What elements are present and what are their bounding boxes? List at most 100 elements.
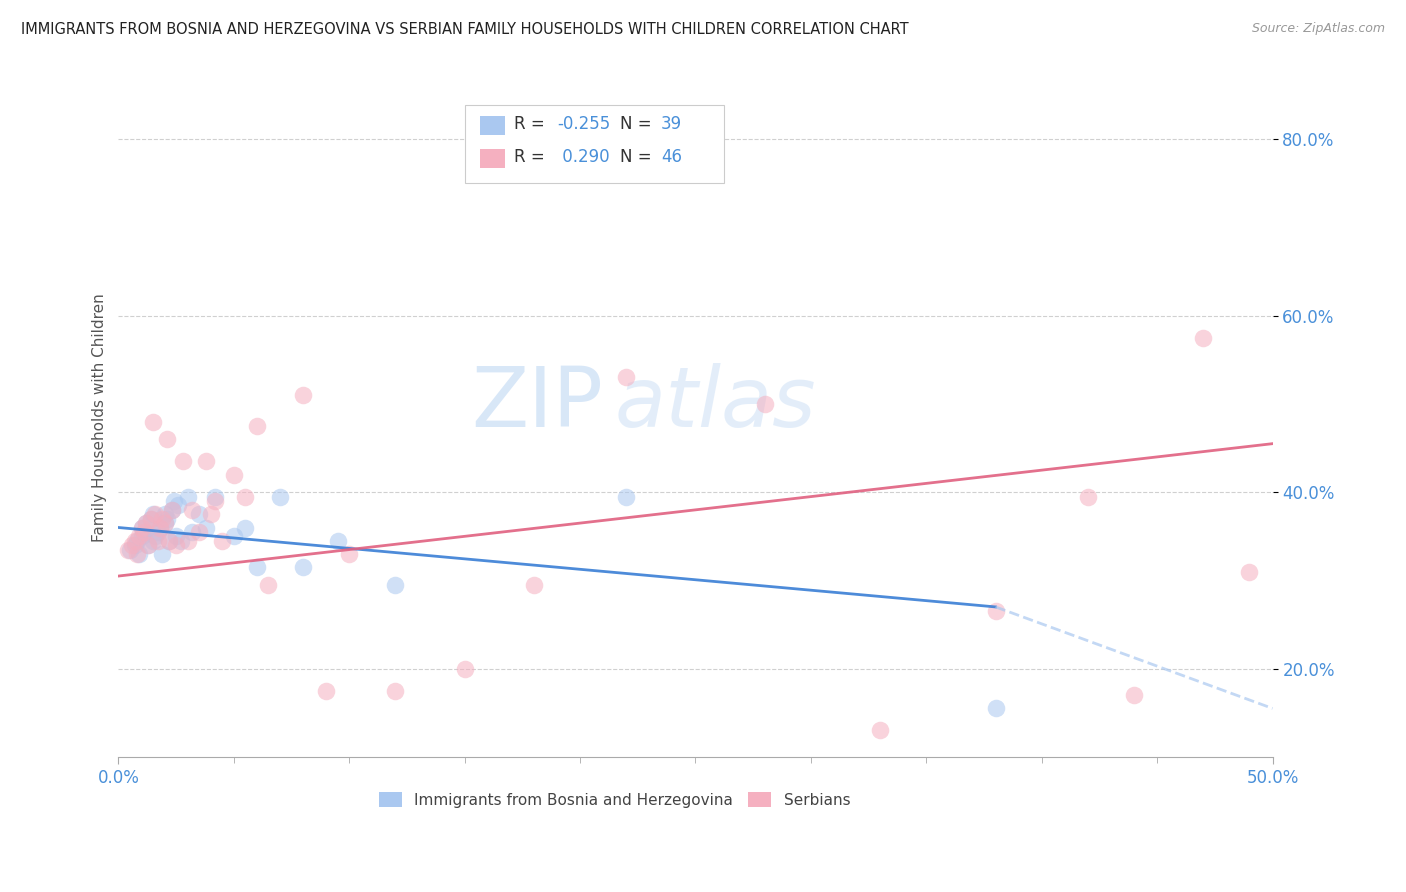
- Legend: Immigrants from Bosnia and Herzegovina, Serbians: Immigrants from Bosnia and Herzegovina, …: [373, 786, 856, 814]
- Point: [153, 516, 176, 530]
- Point: [181, 503, 204, 517]
- Point: [1239, 565, 1261, 579]
- Text: atlas: atlas: [614, 363, 817, 444]
- FancyBboxPatch shape: [479, 149, 505, 168]
- Point: [195, 454, 218, 468]
- Point: [188, 524, 211, 539]
- Text: R =: R =: [515, 148, 550, 166]
- Point: [246, 419, 269, 434]
- Text: 46: 46: [661, 148, 682, 166]
- Point: [118, 542, 141, 557]
- Point: [139, 511, 162, 525]
- Point: [754, 397, 776, 411]
- Point: [160, 503, 183, 517]
- Point: [153, 508, 176, 522]
- Point: [128, 529, 150, 543]
- Point: [165, 529, 187, 543]
- Point: [145, 508, 167, 522]
- Point: [176, 533, 198, 548]
- Point: [384, 683, 406, 698]
- Point: [176, 490, 198, 504]
- Point: [211, 533, 233, 548]
- Point: [222, 467, 245, 482]
- Text: N =: N =: [620, 148, 658, 166]
- Point: [181, 524, 204, 539]
- Point: [142, 415, 165, 429]
- Point: [246, 560, 269, 574]
- Point: [1077, 490, 1099, 504]
- Point: [172, 454, 194, 468]
- Point: [117, 542, 139, 557]
- Point: [156, 432, 179, 446]
- Point: [124, 538, 146, 552]
- Point: [165, 538, 187, 552]
- Text: -0.255: -0.255: [557, 115, 610, 133]
- Point: [121, 538, 143, 552]
- Y-axis label: Family Households with Children: Family Households with Children: [93, 293, 107, 541]
- FancyBboxPatch shape: [464, 104, 724, 183]
- Text: Source: ZipAtlas.com: Source: ZipAtlas.com: [1251, 22, 1385, 36]
- Point: [167, 499, 190, 513]
- Text: ZIP: ZIP: [471, 363, 603, 444]
- Point: [139, 511, 162, 525]
- Point: [160, 503, 183, 517]
- Point: [337, 547, 360, 561]
- Point: [146, 533, 169, 548]
- Point: [204, 494, 226, 508]
- Text: 39: 39: [661, 115, 682, 133]
- Point: [138, 538, 160, 552]
- Point: [149, 520, 172, 534]
- Point: [292, 560, 315, 574]
- Point: [149, 520, 172, 534]
- Point: [195, 520, 218, 534]
- Point: [315, 683, 337, 698]
- Point: [146, 524, 169, 539]
- Point: [156, 511, 179, 525]
- Point: [384, 578, 406, 592]
- Point: [170, 533, 193, 548]
- Point: [1123, 688, 1146, 702]
- Point: [157, 533, 180, 548]
- Point: [163, 494, 186, 508]
- Point: [235, 520, 257, 534]
- Point: [145, 529, 167, 543]
- Point: [269, 490, 291, 504]
- Point: [128, 547, 150, 561]
- Point: [153, 516, 176, 530]
- Point: [138, 538, 160, 552]
- Point: [131, 520, 153, 534]
- Point: [453, 662, 475, 676]
- Point: [142, 508, 165, 522]
- Point: [132, 524, 155, 539]
- Point: [157, 533, 180, 548]
- Point: [131, 520, 153, 534]
- Point: [292, 388, 315, 402]
- Point: [614, 370, 637, 384]
- Point: [125, 547, 148, 561]
- Point: [984, 701, 1007, 715]
- Point: [257, 578, 280, 592]
- Point: [222, 529, 245, 543]
- Point: [326, 533, 349, 548]
- Point: [150, 511, 173, 525]
- Point: [131, 529, 153, 543]
- Point: [124, 533, 146, 548]
- Point: [142, 533, 165, 548]
- Point: [614, 490, 637, 504]
- Point: [200, 508, 222, 522]
- Text: IMMIGRANTS FROM BOSNIA AND HERZEGOVINA VS SERBIAN FAMILY HOUSEHOLDS WITH CHILDRE: IMMIGRANTS FROM BOSNIA AND HERZEGOVINA V…: [21, 22, 908, 37]
- Point: [150, 547, 173, 561]
- Point: [132, 524, 155, 539]
- Text: R =: R =: [515, 115, 550, 133]
- Point: [188, 508, 211, 522]
- Point: [1192, 331, 1215, 345]
- FancyBboxPatch shape: [479, 116, 505, 136]
- Point: [135, 516, 157, 530]
- Point: [125, 533, 148, 548]
- Text: 0.290: 0.290: [557, 148, 610, 166]
- Point: [135, 516, 157, 530]
- Point: [204, 490, 226, 504]
- Point: [984, 604, 1007, 618]
- Text: N =: N =: [620, 115, 658, 133]
- Point: [523, 578, 546, 592]
